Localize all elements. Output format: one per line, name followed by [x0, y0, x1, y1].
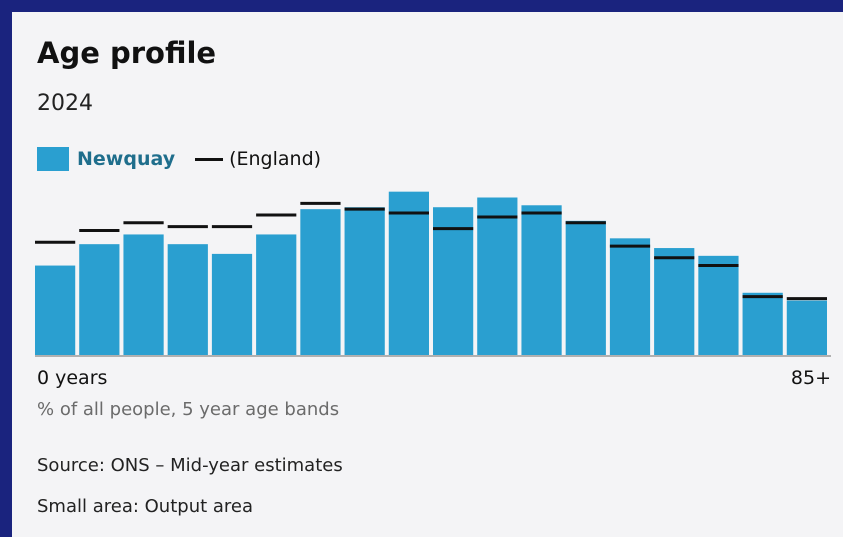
bar-newquay [609, 238, 651, 355]
bar-newquay [344, 207, 385, 355]
bar-newquay [565, 220, 606, 355]
bar-newquay [256, 234, 297, 355]
source-text: Source: ONS – Mid-year estimates [37, 455, 343, 476]
bar-newquay [786, 300, 827, 355]
bar-newquay [698, 255, 739, 355]
axis-caption: % of all people, 5 year age bands [37, 399, 340, 420]
x-tick-last: 85+ [790, 367, 831, 389]
bar-newquay [433, 207, 474, 355]
chart-card: Age profile 2024 Newquay (England) 0 yea… [12, 12, 843, 537]
legend: Newquay (England) [37, 147, 321, 171]
chart-title: Age profile [37, 36, 217, 70]
age-profile-chart [35, 191, 831, 357]
bar-newquay [167, 244, 208, 355]
bar-newquay [477, 197, 518, 355]
bar-newquay [35, 265, 76, 355]
bar-newquay [388, 191, 429, 355]
legend-series-label: Newquay [77, 148, 176, 170]
legend-reference-label: (England) [229, 148, 322, 170]
bar-newquay [521, 205, 562, 355]
bar-newquay [79, 244, 120, 355]
bar-newquay [654, 248, 695, 355]
legend-reference-line [195, 157, 224, 161]
bar-newquay [211, 253, 253, 355]
legend-swatch [37, 147, 69, 171]
bar-newquay [742, 292, 783, 355]
chart-subtitle: 2024 [37, 91, 93, 116]
bar-newquay [123, 234, 164, 355]
bar-newquay [300, 209, 341, 355]
x-tick-first: 0 years [37, 367, 108, 389]
small-area-text: Small area: Output area [37, 496, 254, 517]
